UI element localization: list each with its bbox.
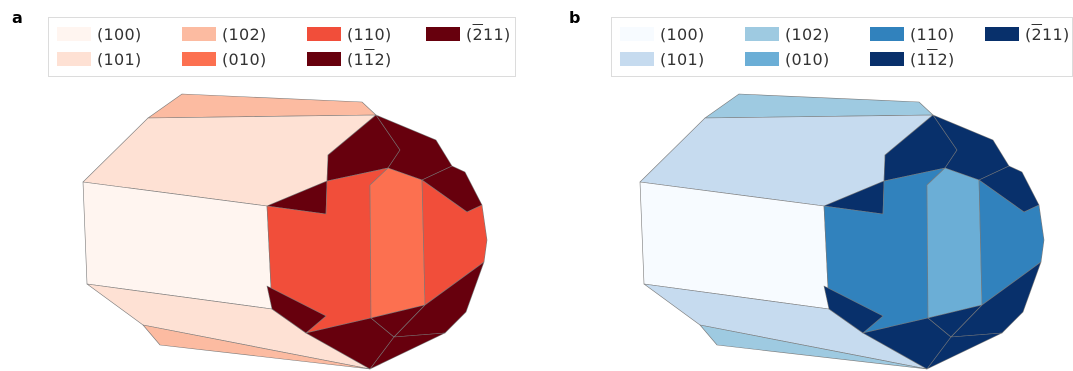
legend-label: (211) [466, 24, 511, 44]
legend-swatch [426, 27, 460, 41]
legend-swatch [620, 27, 654, 41]
legend-label: (010) [222, 49, 267, 69]
legend-swatch [745, 27, 779, 41]
panel-label: a [12, 8, 23, 27]
legend: (100) (101) (102) (010) (110) (112) (211… [611, 17, 1073, 77]
legend-label: (112) [910, 49, 955, 69]
legend-label: (112) [347, 49, 392, 69]
legend-item: (100) [620, 24, 705, 44]
legend-item: (110) [307, 24, 392, 44]
facet-211-edge [369, 332, 446, 370]
legend-swatch [307, 27, 341, 41]
legend-swatch [182, 52, 216, 66]
panel-a: a (100) (101) (102) (010) (110) (112) (2… [0, 0, 536, 371]
legend-item: (112) [870, 49, 955, 69]
facet-010-center [369, 167, 426, 319]
facet-010-center [926, 167, 983, 319]
legend-label: (100) [660, 24, 705, 44]
legend-swatch [307, 52, 341, 66]
facet-102-top [704, 93, 934, 119]
crystal-shape [639, 93, 1045, 370]
facet-211-br [393, 261, 485, 338]
legend-label: (101) [660, 49, 705, 69]
panel-label: b [569, 8, 581, 27]
legend: (100) (101) (102) (010) (110) (112) (211… [48, 17, 516, 77]
legend-swatch [57, 52, 91, 66]
legend-swatch [745, 52, 779, 66]
legend-item: (010) [745, 49, 830, 69]
legend-item: (101) [57, 49, 142, 69]
legend-swatch [182, 27, 216, 41]
facet-102-bottom [142, 324, 371, 370]
legend-item: (101) [620, 49, 705, 69]
legend-swatch [620, 52, 654, 66]
legend-label: (101) [97, 49, 142, 69]
crystal-shape [82, 93, 488, 370]
legend-item: (102) [745, 24, 830, 44]
legend-label: (010) [785, 49, 830, 69]
legend-label: (100) [97, 24, 142, 44]
legend-label: (102) [222, 24, 267, 44]
legend-item: (010) [182, 49, 267, 69]
legend-item: (100) [57, 24, 142, 44]
legend-label: (110) [347, 24, 392, 44]
legend-item: (102) [182, 24, 267, 44]
legend-swatch [985, 27, 1019, 41]
panel-b: b (100) (101) (102) (010) (110) (112) (2… [537, 0, 1073, 371]
legend-label: (110) [910, 24, 955, 44]
facet-102-top [147, 93, 377, 119]
legend-item: (211) [426, 24, 511, 44]
legend-item: (110) [870, 24, 955, 44]
legend-label: (102) [785, 24, 830, 44]
legend-label: (211) [1025, 24, 1070, 44]
legend-item: (211) [985, 24, 1070, 44]
legend-swatch [870, 27, 904, 41]
legend-swatch [57, 27, 91, 41]
facet-211-edge [926, 332, 1003, 370]
facet-211-br [950, 261, 1042, 338]
facet-102-bottom [699, 324, 928, 370]
legend-swatch [870, 52, 904, 66]
legend-item: (112) [307, 49, 392, 69]
